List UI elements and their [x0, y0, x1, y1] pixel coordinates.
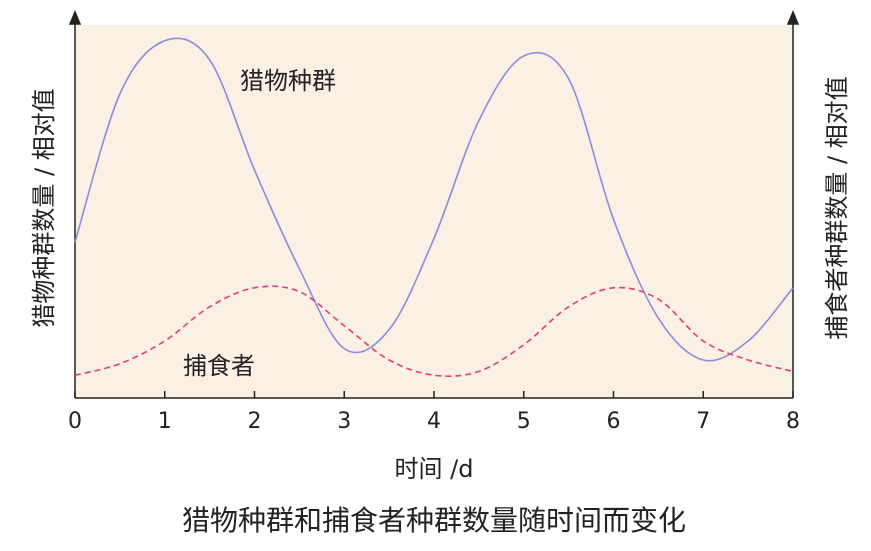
arrow	[786, 10, 800, 25]
series-label: 猎物种群	[240, 67, 336, 95]
y-axis-label: 猎物种群数量 / 相对值	[30, 88, 58, 327]
series-label: 捕食者	[183, 352, 255, 380]
x-axis-label: 时间 /d	[395, 455, 474, 483]
series-line	[74, 37, 794, 362]
x-tick-label: 7	[696, 409, 710, 434]
x-tick-label: 5	[517, 409, 531, 434]
plot-background	[75, 25, 793, 398]
x-tick-label: 2	[248, 409, 262, 434]
chart-title: 猎物种群和捕食者种群数量随时间而变化	[182, 504, 686, 537]
y2-axis-label: 捕食者种群数量 / 相对值	[823, 76, 851, 339]
x-tick-label: 3	[337, 409, 351, 434]
x-tick-label: 4	[427, 409, 441, 434]
x-tick-label: 8	[786, 409, 800, 434]
x-tick-label: 1	[158, 409, 172, 434]
x-tick-label: 0	[68, 409, 82, 434]
arrow	[68, 10, 82, 25]
x-tick-label: 6	[607, 409, 621, 434]
